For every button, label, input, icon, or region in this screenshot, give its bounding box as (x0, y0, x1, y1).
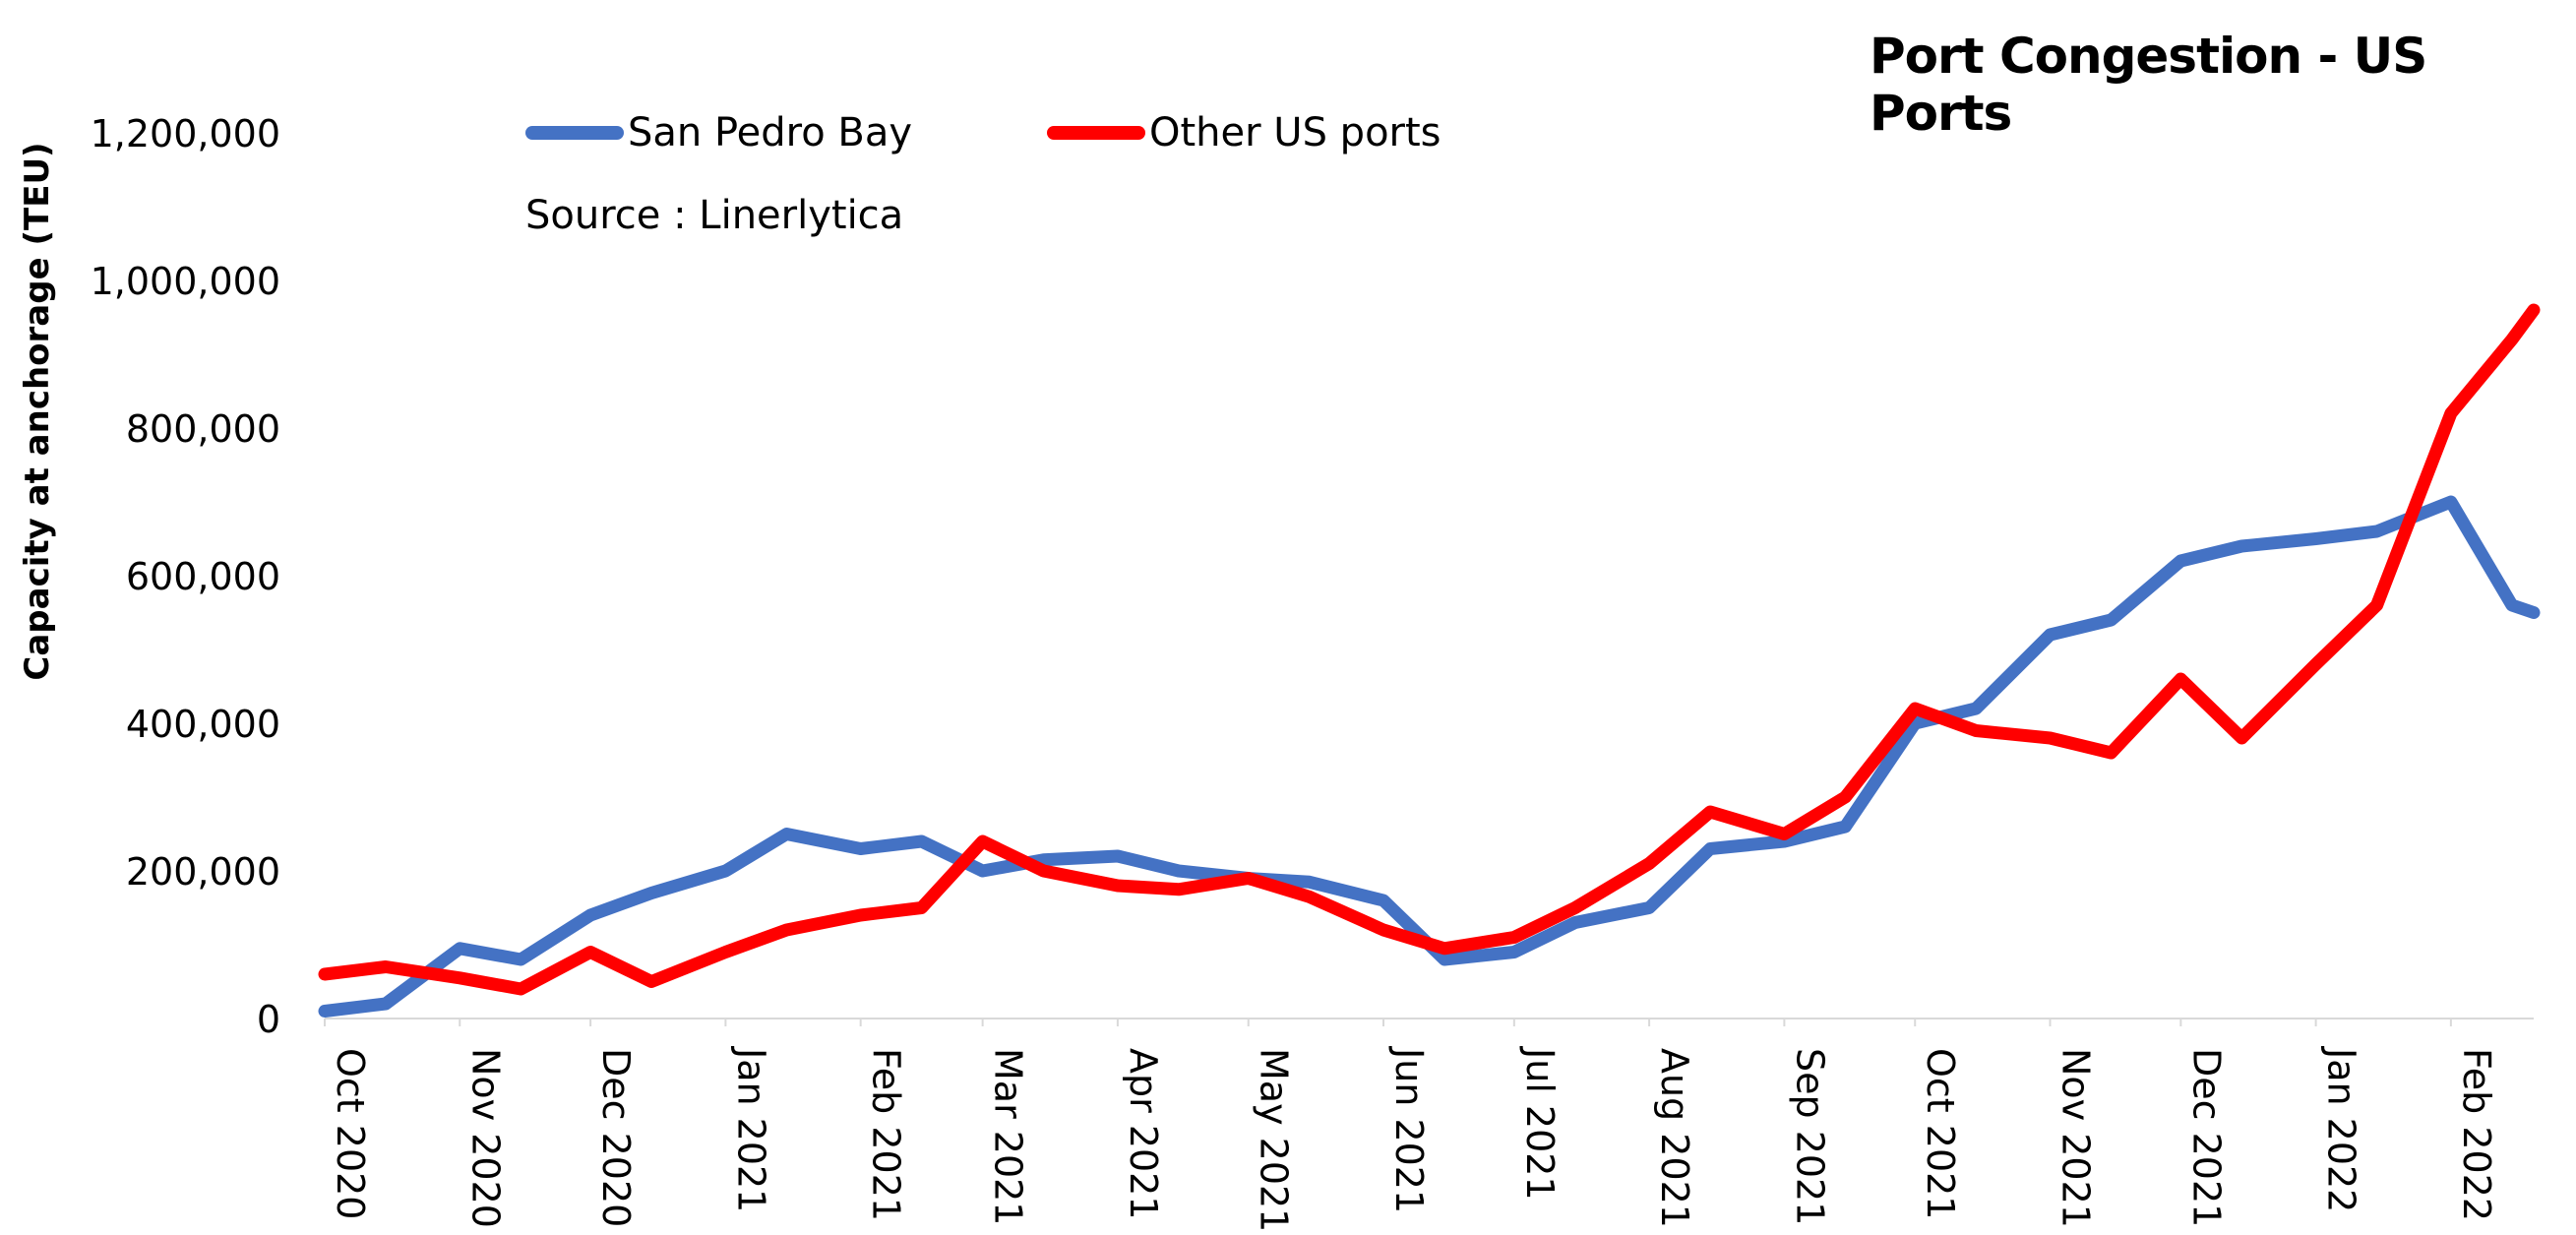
legend-item-san-pedro-bay: San Pedro Bay (525, 110, 912, 155)
legend-item-other-us-ports: Other US ports (1047, 110, 1441, 155)
y-tick-label: 400,000 (126, 703, 280, 746)
x-tick-label: Nov 2020 (463, 1048, 507, 1228)
legend-label-san-pedro-bay: San Pedro Bay (628, 110, 913, 155)
legend-label-other-us-ports: Other US ports (1149, 110, 1441, 155)
y-tick-label: 600,000 (126, 555, 280, 598)
x-tick-label: Jun 2021 (1387, 1046, 1431, 1213)
y-tick-label: 0 (257, 998, 280, 1041)
y-tick-label: 200,000 (126, 850, 280, 894)
y-tick-label: 1,000,000 (91, 260, 280, 303)
x-tick-label: Aug 2021 (1653, 1048, 1696, 1228)
x-tick-label: Jan 2022 (2320, 1046, 2363, 1212)
source-annotation: Source : Linerlytica (525, 193, 904, 238)
x-tick-label: Feb 2021 (865, 1048, 908, 1221)
x-tick-label: Sep 2021 (1788, 1048, 1831, 1225)
y-tick-label: 800,000 (126, 407, 280, 451)
y-axis-ticks: 0 200,000 400,000 600,000 800,000 1,000,000 1,… (91, 112, 280, 1041)
x-tick-label: Nov 2021 (2054, 1048, 2097, 1228)
x-tick-label: Dec 2021 (2184, 1048, 2228, 1227)
x-tick-label: Oct 2020 (329, 1048, 372, 1220)
x-tick-label: Oct 2021 (1919, 1048, 1962, 1220)
x-tick-label: Apr 2021 (1122, 1048, 1165, 1220)
x-tick-label: Dec 2020 (594, 1048, 638, 1227)
series-lines (318, 303, 2541, 1018)
series-line-san-pedro-bay (318, 495, 2541, 1018)
y-axis-label: Capacity at anchorage (TEU) (18, 142, 57, 681)
x-tick-label: Mar 2021 (987, 1048, 1030, 1225)
y-tick-label: 1,200,000 (91, 112, 280, 155)
x-tick-label: Jul 2021 (1518, 1046, 1562, 1201)
x-tick-label: Jan 2021 (729, 1046, 772, 1212)
x-axis-ticks: Oct 2020 Nov 2020 Dec 2020 Jan 2021 Feb 2021… (324, 1019, 2498, 1232)
chart-title: Port Congestion - US Ports (1870, 28, 2427, 142)
series-line-other-us-ports (318, 303, 2541, 996)
x-tick-label: May 2021 (1253, 1048, 1296, 1232)
legend-swatch-other-us-ports (1047, 126, 1145, 140)
legend-swatch-san-pedro-bay (525, 126, 624, 140)
x-tick-label: Feb 2022 (2455, 1048, 2498, 1221)
